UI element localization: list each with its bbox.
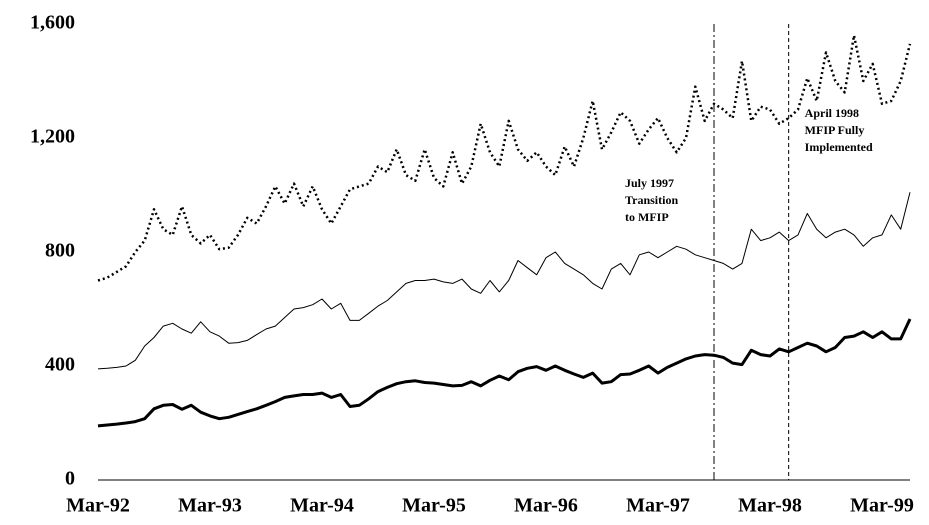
y-tick-label: 1,600: [30, 12, 75, 34]
annotation-text: Transition: [625, 193, 678, 207]
y-tick-label: 400: [45, 354, 75, 376]
series-line: [97, 192, 911, 370]
annotation-text: April 1998: [805, 106, 859, 120]
x-tick-label: Mar-94: [290, 495, 354, 517]
x-tick-label: Mar-95: [402, 495, 466, 517]
x-tick-label: Mar-93: [178, 495, 242, 517]
x-tick-label: Mar-96: [514, 495, 578, 517]
x-tick-label: Mar-99: [850, 495, 914, 517]
x-tick-label: Mar-97: [626, 495, 690, 517]
annotation-text: MFIP Fully: [805, 123, 865, 137]
x-tick-label: Mar-98: [738, 495, 802, 517]
y-tick-label: 0: [65, 468, 75, 490]
annotation-text: Implemented: [805, 140, 873, 154]
y-tick-label: 800: [45, 240, 75, 262]
annotation-text: July 1997: [625, 176, 674, 190]
x-tick-label: Mar-92: [66, 495, 130, 517]
annotation-text: to MFIP: [625, 210, 669, 224]
series-line: [97, 318, 912, 428]
y-tick-label: 1,200: [30, 126, 75, 148]
